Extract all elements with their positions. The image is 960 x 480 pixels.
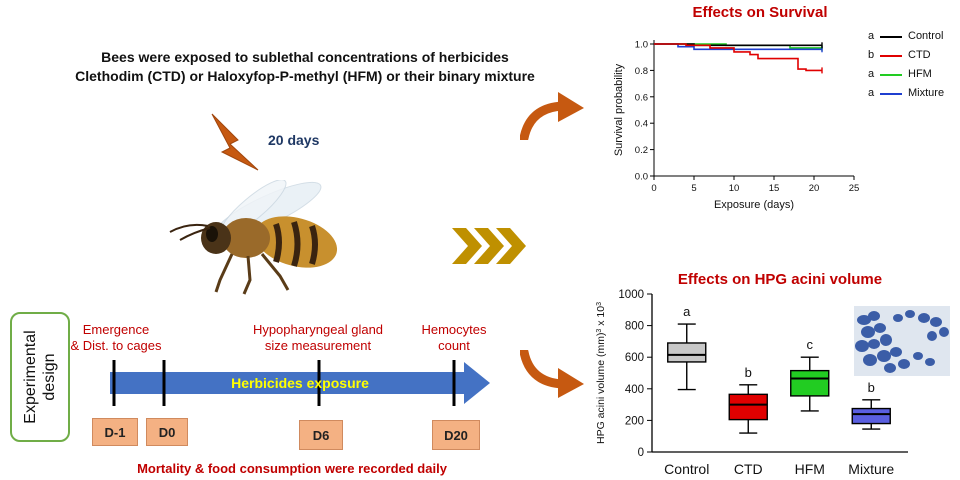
survival-legend-swatch xyxy=(880,93,902,95)
event-label-emergence: Emergence & Dist. to cages xyxy=(56,322,176,354)
survival-x-tick-label: 10 xyxy=(729,183,740,194)
hpg-y-tick-label: 800 xyxy=(625,321,644,333)
hpg-category-mixture: Mixture xyxy=(848,461,894,477)
hpg-y-axis-label: HPG acini volume (mm)3 x 103 xyxy=(595,302,607,444)
curved-arrow-up-icon xyxy=(520,92,584,140)
hpg-box-hfm xyxy=(790,369,830,397)
hpg-chart-title: Effects on HPG acini volume xyxy=(677,271,883,288)
survival-x-axis-label: Exposure (days) xyxy=(714,199,794,211)
hpg-letter-ctd: b xyxy=(745,365,752,380)
hpg-y-tick-label: 600 xyxy=(625,352,644,364)
hpg-box-control xyxy=(667,342,707,363)
duration-label: 20 days xyxy=(268,132,320,148)
intro-line-2: Clethodim (CTD) or Haloxyfop-P-methyl (H… xyxy=(75,68,535,84)
day-box-d20: D20 xyxy=(432,420,480,450)
survival-x-tick-label: 5 xyxy=(691,183,696,194)
timeline-arrow-label: Herbicides exposure xyxy=(231,375,369,391)
day-box-d0: D0 xyxy=(146,418,188,446)
experimental-design-box: Experimental design xyxy=(10,312,70,442)
survival-legend-letter: a xyxy=(868,30,875,42)
survival-y-tick-label: 0.8 xyxy=(635,66,648,77)
hpg-letter-control: a xyxy=(683,304,691,319)
hpg-micrograph-image xyxy=(854,306,950,376)
survival-legend-name: HFM xyxy=(908,68,932,80)
intro-line-1: Bees were exposed to sublethal concentra… xyxy=(101,49,509,65)
survival-x-tick-label: 20 xyxy=(809,183,820,194)
survival-legend-letter: a xyxy=(868,87,875,99)
hpg-category-control: Control xyxy=(664,461,709,477)
survival-y-tick-label: 0.0 xyxy=(635,172,648,183)
intro-text: Bees were exposed to sublethal concentra… xyxy=(20,48,590,86)
timeline-arrow: Herbicides exposure xyxy=(110,360,490,406)
hpg-y-tick-label: 200 xyxy=(625,415,644,427)
footer-note: Mortality & food consumption were record… xyxy=(137,461,447,476)
survival-y-tick-label: 0.6 xyxy=(635,92,648,103)
event-hpg-line-2: size measurement xyxy=(264,338,372,353)
survival-legend-name: Control xyxy=(908,30,944,42)
hpg-category-ctd: CTD xyxy=(734,461,763,477)
lightning-icon xyxy=(211,113,259,171)
event-hemocytes-line-2: count xyxy=(438,338,470,353)
hpg-y-tick-label: 1000 xyxy=(618,289,644,301)
hpg-y-tick-label: 0 xyxy=(638,447,644,459)
survival-x-tick-label: 15 xyxy=(769,183,780,194)
hpg-box-chart: 0 200 400 600 800 1000 HPG acini volume (mm)3 … xyxy=(595,289,908,477)
hpg-category-hfm: HFM xyxy=(795,461,825,477)
event-hpg-line-1: Hypopharyngeal gland xyxy=(252,322,384,337)
survival-chart: 0.0 0.2 0.4 0.6 0.8 1.0 0 5 10 15 20 25 Exposure (da… xyxy=(613,40,860,212)
event-label-hemocytes: Hemocytes count xyxy=(402,322,506,354)
survival-x-tick-label: 0 xyxy=(651,183,656,194)
survival-y-tick-label: 0.4 xyxy=(635,119,648,130)
honeybee-illustration xyxy=(169,180,338,295)
day-box-d-minus-1: D-1 xyxy=(92,418,138,446)
survival-y-tick-label: 1.0 xyxy=(635,40,648,51)
survival-y-axis-label: Survival probability xyxy=(613,63,625,156)
survival-legend-name: CTD xyxy=(908,49,931,61)
event-emergence-line-1: Emergence xyxy=(82,322,150,337)
survival-line-ctd xyxy=(654,43,822,72)
survival-legend-letter: b xyxy=(868,49,875,61)
day-box-d6: D6 xyxy=(299,420,343,450)
survival-chart-title: Effects on Survival xyxy=(692,4,828,21)
event-hemocytes-line-1: Hemocytes xyxy=(421,322,487,337)
event-emergence-line-2: & Dist. to cages xyxy=(70,338,162,353)
hpg-y-tick-label: 400 xyxy=(625,384,644,396)
survival-x-tick-label: 25 xyxy=(849,183,860,194)
hpg-box-mixture xyxy=(851,407,891,425)
curved-arrow-down-icon xyxy=(520,350,584,398)
hpg-letter-mixture: b xyxy=(868,380,875,395)
survival-y-tick-label: 0.2 xyxy=(635,145,648,156)
experimental-design-label: Experimental design xyxy=(21,330,59,423)
survival-legend-swatch xyxy=(880,55,902,57)
survival-legend-letter: a xyxy=(868,68,875,80)
hpg-box-ctd xyxy=(728,393,768,421)
design-label-line-1: Experimental xyxy=(22,330,39,424)
survival-legend-name: Mixture xyxy=(908,87,945,99)
event-label-hpg: Hypopharyngeal gland size measurement xyxy=(228,322,408,354)
hpg-letter-hfm: c xyxy=(807,337,814,352)
survival-legend-swatch xyxy=(880,36,902,38)
survival-legend-swatch xyxy=(880,74,902,76)
chevron-arrows-icon xyxy=(452,228,526,264)
survival-legend: a Control b CTD a HFM a Mixture xyxy=(866,30,958,116)
